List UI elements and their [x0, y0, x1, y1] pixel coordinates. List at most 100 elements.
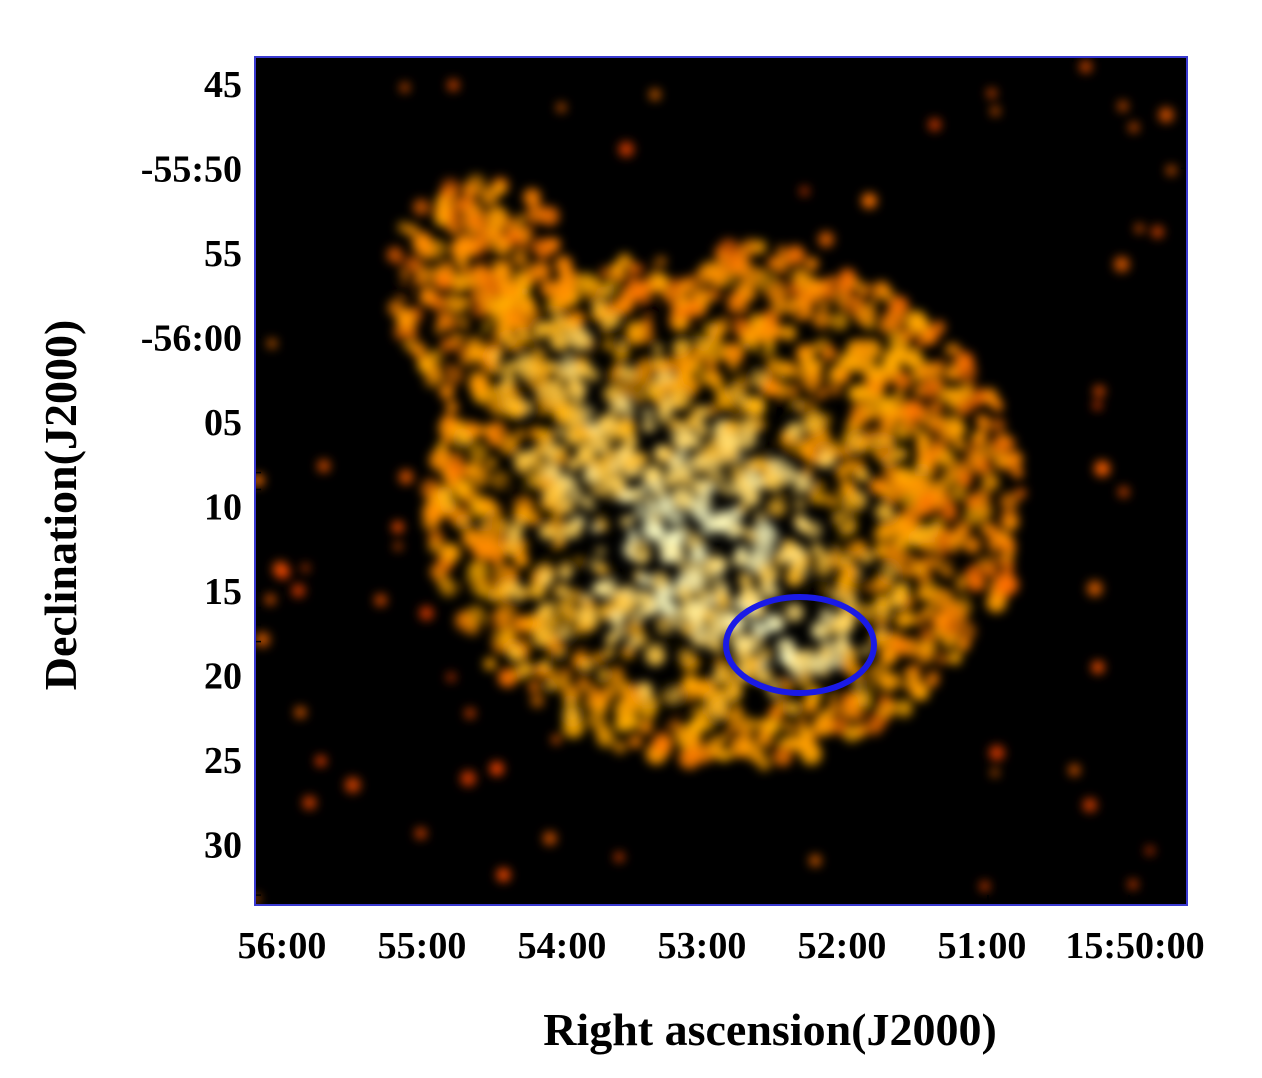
emission-blob: [413, 199, 430, 216]
dark-hole: [762, 442, 774, 454]
emission-blob: [456, 611, 470, 626]
emission-blob: [589, 523, 601, 534]
emission-blob: [572, 391, 585, 404]
dark-hole: [910, 467, 917, 474]
dark-hole: [495, 337, 510, 352]
dark-hole: [614, 293, 623, 301]
dark-hole: [647, 368, 660, 380]
emission-blob: [597, 668, 609, 680]
x-tick-label: 52:00: [798, 925, 887, 967]
emission-blob: [617, 253, 632, 268]
emission-blob: [931, 588, 954, 610]
emission-blob: [468, 373, 490, 395]
emission-blob: [539, 573, 553, 586]
emission-blob: [623, 713, 640, 731]
dark-hole: [569, 598, 585, 614]
dark-hole: [591, 448, 607, 463]
emission-blob: [899, 703, 910, 714]
dark-hole: [510, 368, 523, 381]
emission-blob: [785, 700, 801, 716]
dark-hole: [472, 301, 482, 311]
dark-hole: [877, 567, 889, 579]
dark-hole: [680, 632, 687, 639]
emission-blob: [674, 725, 696, 747]
dark-hole: [855, 577, 868, 590]
dark-hole: [784, 478, 800, 494]
emission-blob: [488, 350, 502, 363]
dark-hole: [567, 502, 575, 509]
region-ellipse: [723, 594, 877, 696]
emission-blob: [809, 854, 822, 867]
emission-blob: [465, 463, 479, 477]
emission-blob: [842, 691, 859, 708]
y-tick-label: 45: [204, 64, 242, 106]
emission-blob: [965, 495, 980, 509]
dark-hole: [792, 729, 803, 740]
dark-hole: [681, 395, 688, 403]
emission-blob: [440, 543, 460, 563]
emission-blob: [875, 596, 890, 612]
emission-blob: [436, 311, 455, 330]
emission-blob: [874, 503, 893, 521]
dark-hole: [706, 539, 719, 553]
dark-hole: [754, 612, 770, 628]
dark-hole: [753, 339, 770, 356]
emission-blob: [580, 682, 591, 693]
emission-blob: [666, 529, 683, 546]
dark-hole: [742, 367, 758, 383]
dark-hole: [725, 308, 738, 321]
emission-blob: [864, 581, 877, 594]
emission-blob: [669, 354, 689, 375]
emission-blob: [842, 295, 863, 316]
emission-blob: [797, 714, 808, 726]
dark-hole: [659, 630, 673, 644]
emission-blob: [678, 603, 693, 618]
emission-blob: [446, 672, 456, 682]
dark-hole: [563, 629, 578, 644]
dark-hole: [681, 697, 697, 713]
emission-blob: [503, 396, 517, 410]
dark-hole: [808, 549, 820, 561]
emission-blob: [762, 308, 780, 326]
emission-blob: [738, 587, 760, 608]
emission-blob: [447, 79, 459, 91]
emission-blob: [812, 714, 835, 737]
emission-blob: [830, 312, 849, 331]
dark-hole: [493, 417, 500, 424]
emission-blob: [474, 582, 490, 598]
dark-hole: [501, 440, 510, 449]
emission-blob: [895, 447, 908, 461]
emission-blob: [618, 141, 634, 157]
emission-blob: [956, 526, 968, 538]
emission-blob: [677, 370, 689, 383]
dark-hole: [554, 681, 561, 688]
dark-hole: [961, 582, 973, 593]
emission-blob: [531, 584, 543, 596]
emission-blob: [989, 745, 1005, 761]
dark-hole: [453, 220, 463, 229]
emission-blob: [729, 522, 744, 537]
emission-blob: [645, 382, 662, 399]
emission-blob: [673, 316, 688, 332]
dark-hole: [629, 271, 637, 278]
emission-blob: [800, 440, 823, 463]
dark-hole: [574, 685, 581, 692]
dark-hole: [769, 370, 781, 382]
dark-hole: [739, 308, 756, 325]
dark-hole: [926, 621, 938, 633]
emission-blob: [540, 280, 558, 297]
emission-blob: [652, 355, 664, 367]
emission-blob: [875, 616, 889, 630]
emission-blob: [878, 396, 898, 417]
emission-blob: [398, 469, 414, 485]
dark-hole: [477, 462, 486, 471]
emission-blob: [823, 346, 838, 361]
dark-hole: [768, 643, 785, 660]
emission-blob: [766, 497, 787, 518]
dark-hole: [833, 471, 842, 480]
emission-blob: [822, 613, 833, 624]
emission-blob: [890, 593, 905, 608]
emission-blob: [410, 342, 427, 358]
emission-blob: [854, 457, 865, 468]
emission-blob: [785, 603, 804, 622]
